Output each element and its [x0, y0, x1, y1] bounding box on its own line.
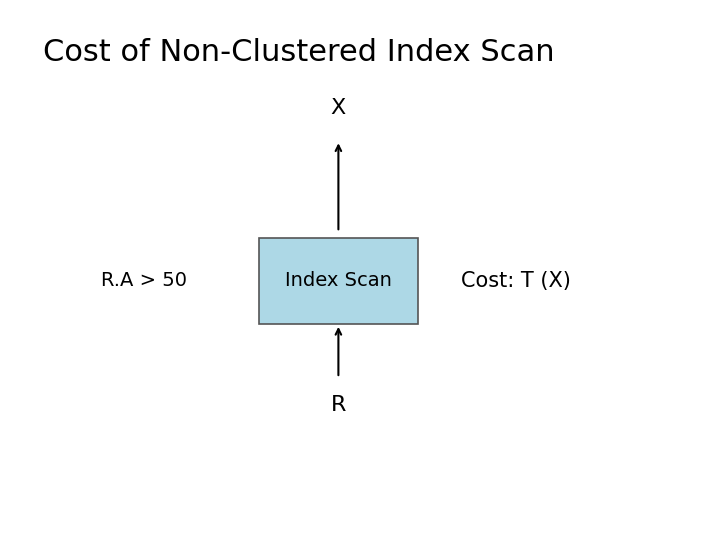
Text: X: X [330, 98, 346, 118]
Text: Cost of Non-Clustered Index Scan: Cost of Non-Clustered Index Scan [43, 38, 555, 67]
Text: Cost: T (X): Cost: T (X) [461, 271, 571, 291]
FancyBboxPatch shape [259, 238, 418, 324]
Text: R.A > 50: R.A > 50 [101, 271, 187, 291]
Text: R: R [330, 395, 346, 415]
Text: Index Scan: Index Scan [285, 271, 392, 291]
